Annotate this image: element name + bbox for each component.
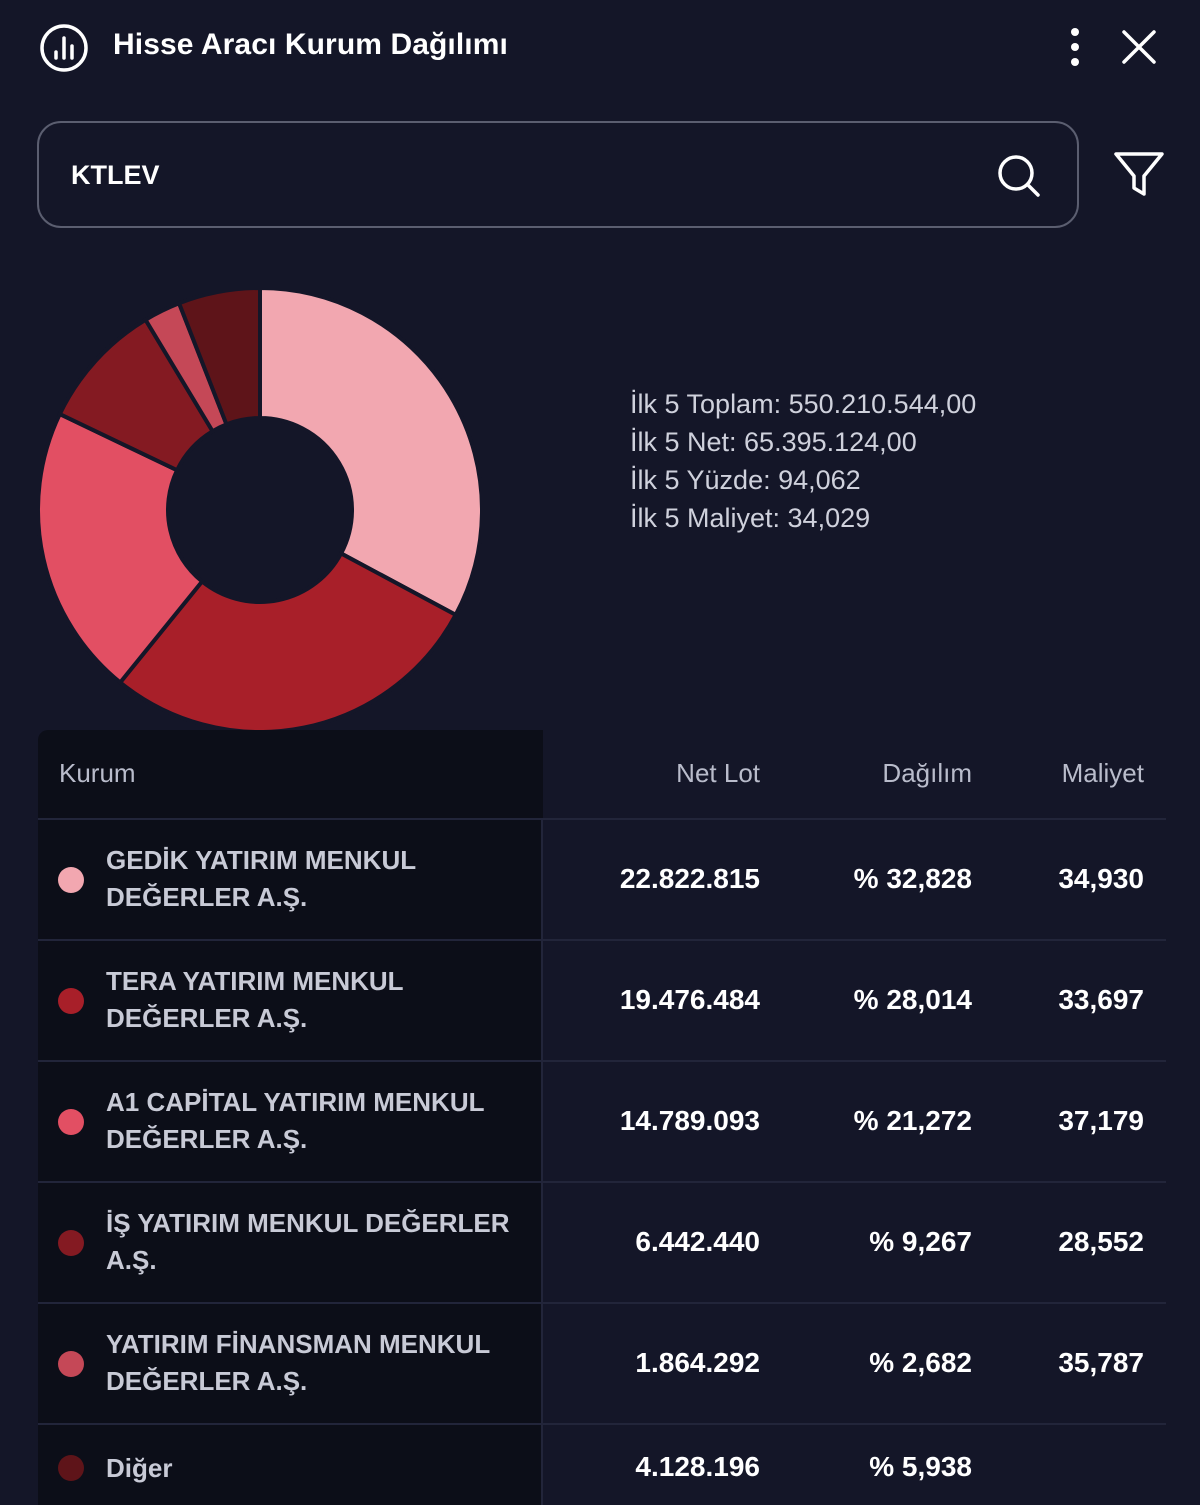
dagilim-value: % 2,682 [869,1346,972,1378]
net-lot-value: 19.476.484 [619,983,760,1015]
broker-name: GEDİK YATIRIM MENKUL DEĞERLER A.Ş. [106,845,416,912]
table-header: Kurum Net Lot Dağılım Maliyet [38,730,1166,818]
bar-chart-circle-icon [40,24,88,72]
kurum-cell: A1 CAPİTAL YATIRIM MENKUL DEĞERLER A.Ş. [38,1062,543,1181]
header-dagilim[interactable]: Dağılım [882,758,972,788]
broker-name: İŞ YATIRIM MENKUL DEĞERLER A.Ş. [106,1208,510,1275]
maliyet-value: 37,179 [1058,1104,1144,1136]
page-title: Hisse Aracı Kurum Dağılımı [113,28,508,61]
table-row[interactable]: A1 CAPİTAL YATIRIM MENKUL DEĞERLER A.Ş. … [38,1060,1166,1181]
net-lot-value: 4.128.196 [635,1451,760,1482]
kurum-cell: Diğer [38,1425,543,1505]
legend-dot [58,866,84,893]
kurum-cell: TERA YATIRIM MENKUL DEĞERLER A.Ş. [38,941,543,1060]
header-kurum[interactable]: Kurum [59,758,136,788]
donut-slice[interactable] [36,411,205,686]
table-row[interactable]: YATIRIM FİNANSMAN MENKUL DEĞERLER A.Ş. 1… [38,1302,1166,1423]
legend-dot [58,1350,84,1377]
net-lot-value: 14.789.093 [619,1104,760,1136]
net-lot-value: 22.822.815 [619,862,760,894]
broker-name: Diğer [106,1453,173,1483]
legend-dot [58,1455,84,1481]
net-lot-value: 6.442.440 [635,1225,760,1257]
dagilim-value: % 28,014 [853,983,972,1015]
legend-dot [58,1108,84,1135]
donut-slice[interactable] [176,285,262,427]
panel-header: Hisse Aracı Kurum Dağılımı [0,0,1200,95]
filter-icon[interactable] [1110,146,1168,204]
close-icon[interactable] [1116,24,1162,70]
header-maliyet[interactable]: Maliyet [1061,758,1144,788]
top5-percent: İlk 5 Yüzde: 94,062 [630,465,861,495]
dagilim-value: % 32,828 [853,862,972,894]
maliyet-value: 34,930 [1058,862,1144,894]
broker-name: TERA YATIRIM MENKUL DEĞERLER A.Ş. [106,966,404,1033]
dagilim-value: % 21,272 [853,1104,972,1136]
top5-total: İlk 5 Toplam: 550.210.544,00 [630,389,977,419]
legend-dot [58,987,84,1014]
top5-net: İlk 5 Net: 65.395.124,00 [630,427,917,457]
header-net-lot[interactable]: Net Lot [676,758,760,788]
kurum-header-cell [38,730,543,818]
kurum-cell: YATIRIM FİNANSMAN MENKUL DEĞERLER A.Ş. [38,1304,543,1423]
search-icon[interactable] [994,151,1044,201]
table-row[interactable]: TERA YATIRIM MENKUL DEĞERLER A.Ş. 19.476… [38,939,1166,1060]
broker-name: YATIRIM FİNANSMAN MENKUL DEĞERLER A.Ş. [106,1329,490,1396]
search-box [37,121,1079,228]
net-lot-value: 1.864.292 [635,1346,760,1378]
table-row[interactable]: GEDİK YATIRIM MENKUL DEĞERLER A.Ş. 22.82… [38,818,1166,939]
broker-table: Kurum Net Lot Dağılım Maliyet GEDİK YATI… [38,730,1166,1505]
more-vertical-icon[interactable] [1058,24,1092,70]
kurum-cell: GEDİK YATIRIM MENKUL DEĞERLER A.Ş. [38,820,543,939]
maliyet-value: 33,697 [1058,983,1144,1015]
dagilim-value: % 5,938 [869,1451,972,1482]
top5-cost: İlk 5 Maliyet: 34,029 [630,503,871,533]
legend-dot [58,1229,84,1256]
dagilim-value: % 9,267 [869,1225,972,1257]
table-row[interactable]: İŞ YATIRIM MENKUL DEĞERLER A.Ş. 6.442.44… [38,1181,1166,1302]
maliyet-value: 35,787 [1058,1346,1144,1378]
kurum-cell: İŞ YATIRIM MENKUL DEĞERLER A.Ş. [38,1183,543,1302]
donut-slice[interactable] [117,550,459,734]
maliyet-value: 28,552 [1058,1225,1144,1257]
top5-summary: İlk 5 Toplam: 550.210.544,00 İlk 5 Net: … [630,385,976,537]
donut-slice[interactable] [258,285,484,618]
donut-chart [36,285,484,734]
table-row[interactable]: Diğer 4.128.196 % 5,938 [38,1423,1166,1505]
broker-name: A1 CAPİTAL YATIRIM MENKUL DEĞERLER A.Ş. [106,1087,485,1154]
search-input[interactable] [71,153,971,197]
